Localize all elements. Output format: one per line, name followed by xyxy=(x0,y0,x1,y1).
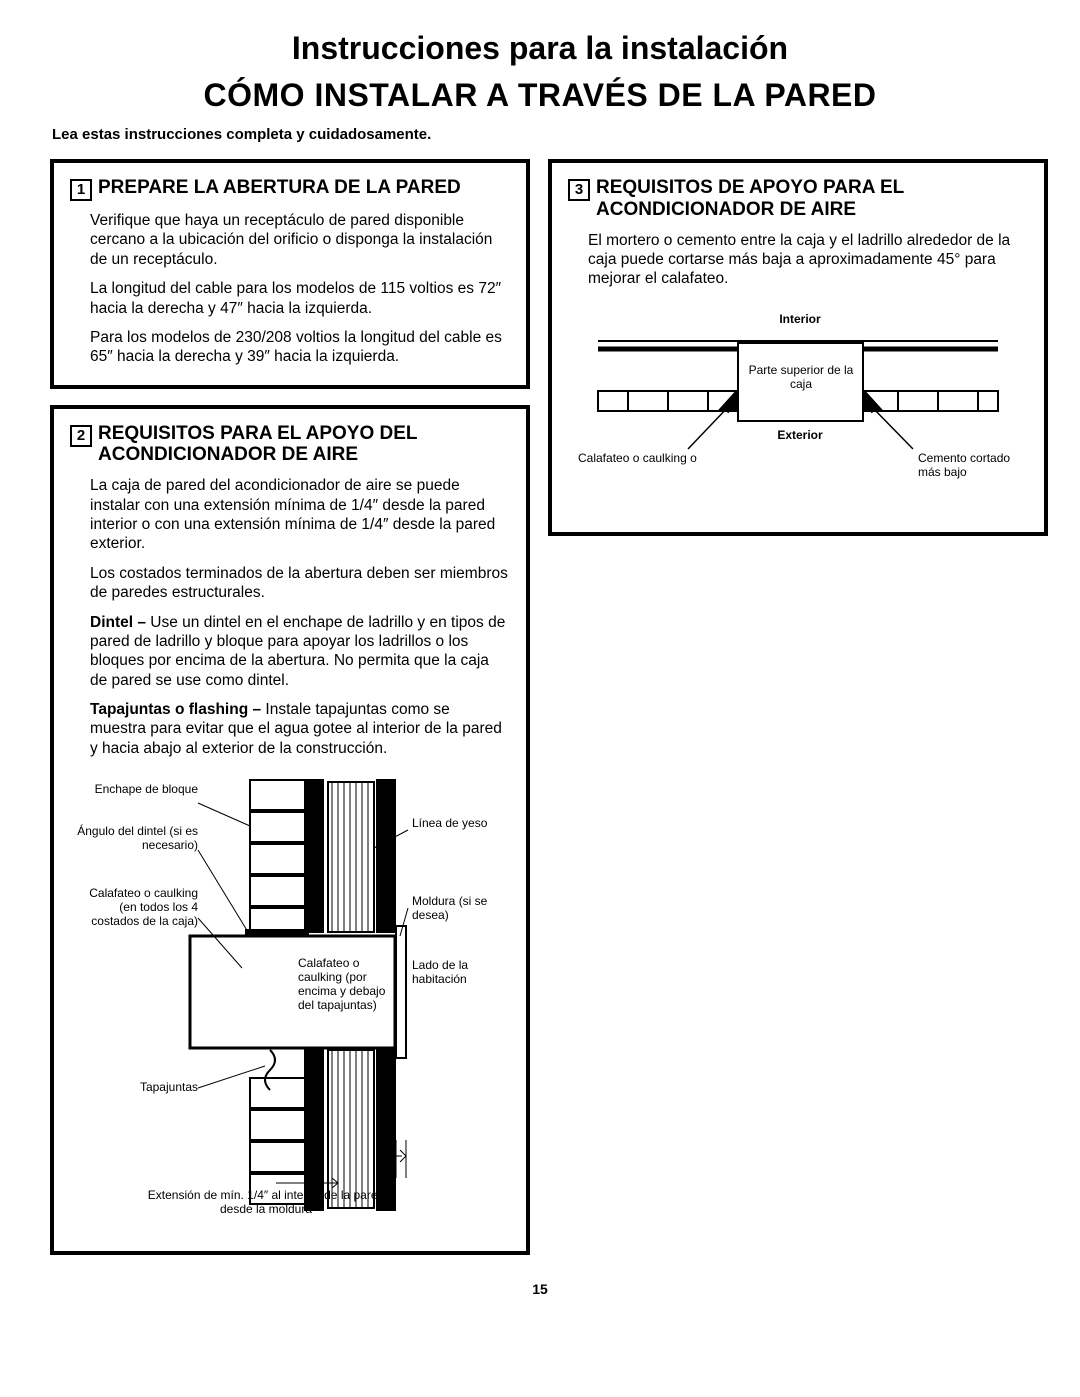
d3-label-calafateo: Calafateo o caulking o xyxy=(578,451,698,465)
d3-label-exterior: Exterior xyxy=(777,428,823,442)
section-2-p3-rest: Use un dintel en el enchape de ladrillo … xyxy=(90,614,505,689)
section-2: 2 REQUISITOS PARA EL APOYO DEL ACONDICIO… xyxy=(50,405,530,1256)
d2-label-extension: Extensión de mín. 1/4″ al interior de la… xyxy=(136,1188,396,1216)
diagram-3-svg: Interior Parte superior de la caja Exter… xyxy=(568,299,1028,509)
page-title: Instrucciones para la instalación xyxy=(50,30,1030,67)
page-subtitle: CÓMO INSTALAR A TRAVÉS DE LA PARED xyxy=(50,77,1030,114)
section-2-p1: La caja de pared del acondicionador de a… xyxy=(90,476,510,554)
d2-label-tapajuntas: Tapajuntas xyxy=(72,1080,198,1094)
intro-text: Lea estas instrucciones completa y cuida… xyxy=(50,126,1030,143)
diagram-2-svg: Enchape de bloque Ángulo del dintel (si … xyxy=(70,768,510,1228)
section-1-heading: PREPARE LA ABERTURA DE LA PARED xyxy=(98,177,461,199)
section-2-p4-bold: Tapajuntas o flashing – xyxy=(90,701,265,718)
diagram-3: Interior Parte superior de la caja Exter… xyxy=(568,299,1028,514)
section-1-p3: Para los modelos de 230/208 voltios la l… xyxy=(90,328,510,367)
section-2-p3: Dintel – Use un dintel en el enchape de … xyxy=(90,613,510,691)
right-column: 3 REQUISITOS DE APOYO PARA EL ACONDICION… xyxy=(548,159,1048,1271)
section-3-header: 3 REQUISITOS DE APOYO PARA EL ACONDICION… xyxy=(568,177,1028,221)
step-number-2: 2 xyxy=(70,425,92,447)
section-2-p3-bold: Dintel – xyxy=(90,614,150,631)
section-2-heading: REQUISITOS PARA EL APOYO DEL ACONDICIONA… xyxy=(98,423,510,467)
d3-label-interior: Interior xyxy=(779,312,821,326)
d2-label-lineayeso: Línea de yeso xyxy=(412,816,500,830)
d2-label-enchape: Enchape de bloque xyxy=(72,782,198,796)
step-number-3: 3 xyxy=(568,179,590,201)
section-2-header: 2 REQUISITOS PARA EL APOYO DEL ACONDICIO… xyxy=(70,423,510,467)
d3-label-parte: Parte superior de la caja xyxy=(746,363,856,391)
section-1-p2: La longitud del cable para los modelos d… xyxy=(90,279,510,318)
diagram-2: Enchape de bloque Ángulo del dintel (si … xyxy=(70,768,510,1233)
section-3-heading: REQUISITOS DE APOYO PARA EL ACONDICIONAD… xyxy=(596,177,1028,221)
section-2-p4: Tapajuntas o flashing – Instale tapajunt… xyxy=(90,700,510,758)
page-number: 15 xyxy=(50,1281,1030,1297)
d2-label-calafateo-center: Calafateo o caulking (por encima y debaj… xyxy=(298,956,392,1012)
section-3-p1: El mortero o cemento entre la caja y el … xyxy=(588,231,1028,289)
section-3: 3 REQUISITOS DE APOYO PARA EL ACONDICION… xyxy=(548,159,1048,536)
section-1: 1 PREPARE LA ABERTURA DE LA PARED Verifi… xyxy=(50,159,530,389)
d2-label-lado: Lado de la habitación xyxy=(412,958,500,986)
d2-label-angulo: Ángulo del dintel (si es necesario) xyxy=(72,824,198,852)
left-column: 1 PREPARE LA ABERTURA DE LA PARED Verifi… xyxy=(50,159,530,1271)
section-1-header: 1 PREPARE LA ABERTURA DE LA PARED xyxy=(70,177,510,201)
d2-label-calafateo4: Calafateo o caulking (en todos los 4 cos… xyxy=(72,886,198,928)
d2-label-moldura: Moldura (si se desea) xyxy=(412,894,500,922)
section-2-p2: Los costados terminados de la abertura d… xyxy=(90,564,510,603)
step-number-1: 1 xyxy=(70,179,92,201)
section-1-p1: Verifique que haya un receptáculo de par… xyxy=(90,211,510,269)
content-columns: 1 PREPARE LA ABERTURA DE LA PARED Verifi… xyxy=(50,159,1030,1271)
d3-label-cemento: Cemento cortado más bajo xyxy=(918,451,1018,479)
